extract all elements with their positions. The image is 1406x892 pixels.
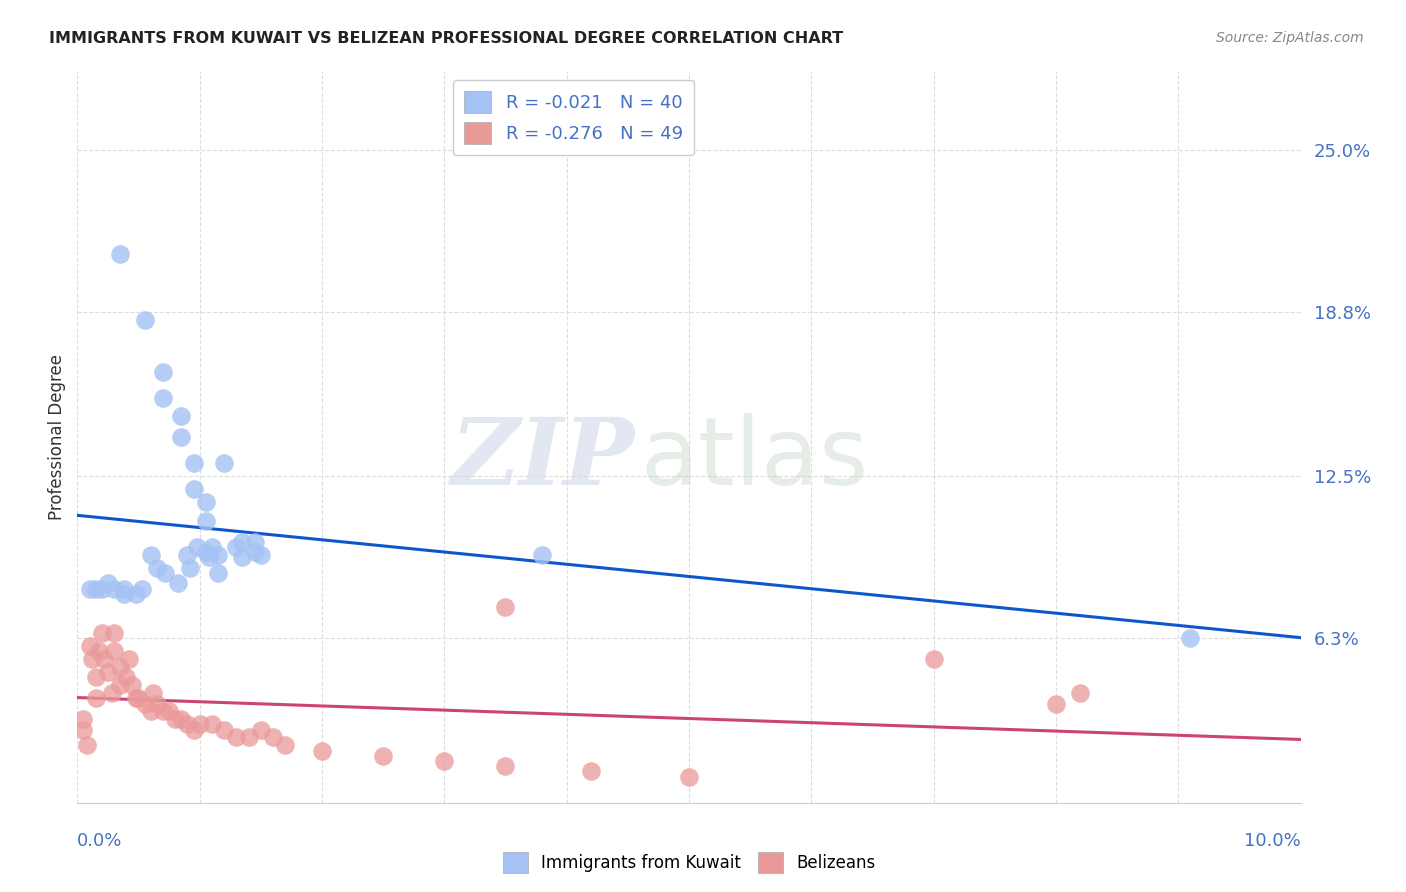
Point [231,534,253,549]
Point [433,754,456,768]
Point [90,582,112,596]
Point [80,652,103,666]
Point [1180,632,1202,646]
Point [183,456,205,470]
Point [212,723,235,737]
Point [157,705,180,719]
Legend: Immigrants from Kuwait, Belizeans: Immigrants from Kuwait, Belizeans [496,846,882,880]
Text: IMMIGRANTS FROM KUWAIT VS BELIZEAN PROFESSIONAL DEGREE CORRELATION CHART: IMMIGRANTS FROM KUWAIT VS BELIZEAN PROFE… [49,31,844,46]
Point [139,705,162,719]
Point [531,548,554,562]
Point [231,550,253,565]
Point [207,548,229,562]
Point [103,582,125,596]
Point [112,582,135,596]
Point [72,723,94,737]
Point [922,652,945,666]
Text: 10.0%: 10.0% [1244,832,1301,850]
Point [170,430,193,444]
Point [125,587,148,601]
Point [165,712,187,726]
Point [311,743,333,757]
Point [201,540,224,554]
Point [103,626,125,640]
Point [152,705,174,719]
Point [188,717,211,731]
Text: ZIP: ZIP [450,414,634,504]
Point [97,665,120,680]
Point [146,560,169,574]
Point [176,548,198,562]
Point [170,409,193,424]
Point [125,691,148,706]
Point [72,712,94,726]
Point [250,548,273,562]
Point [166,576,188,591]
Point [90,626,112,640]
Point [108,660,131,674]
Point [371,748,394,763]
Point [84,670,107,684]
Point [134,312,156,326]
Point [495,599,517,614]
Point [128,691,150,706]
Point [194,495,217,509]
Point [93,652,115,666]
Point [495,759,517,773]
Point [201,717,224,731]
Point [115,670,138,684]
Point [79,582,101,596]
Point [225,540,247,554]
Text: atlas: atlas [640,413,869,505]
Point [207,566,229,580]
Point [579,764,602,779]
Point [118,652,141,666]
Point [225,731,247,745]
Point [243,545,266,559]
Point [146,697,169,711]
Point [198,550,221,565]
Point [183,723,205,737]
Point [152,391,174,405]
Point [274,739,297,753]
Point [79,639,101,653]
Text: Source: ZipAtlas.com: Source: ZipAtlas.com [1216,31,1364,45]
Point [103,644,125,658]
Point [243,534,266,549]
Point [238,731,260,745]
Point [176,717,198,731]
Point [678,770,700,784]
Point [155,566,177,580]
Text: 0.0%: 0.0% [77,832,122,850]
Point [89,644,111,658]
Point [84,691,107,706]
Point [134,697,156,711]
Y-axis label: Professional Degree: Professional Degree [48,354,66,520]
Point [112,587,135,601]
Point [100,686,122,700]
Point [194,514,217,528]
Point [186,540,208,554]
Point [76,739,98,753]
Point [179,560,201,574]
Point [108,247,131,261]
Point [170,712,193,726]
Point [131,582,153,596]
Point [250,723,273,737]
Point [152,365,174,379]
Point [108,678,131,692]
Point [84,582,107,596]
Point [1069,686,1091,700]
Point [139,548,162,562]
Point [262,731,284,745]
Point [142,686,165,700]
Point [194,545,217,559]
Point [97,576,120,591]
Legend: R = -0.021   N = 40, R = -0.276   N = 49: R = -0.021 N = 40, R = -0.276 N = 49 [453,80,693,155]
Point [1045,697,1067,711]
Point [121,678,143,692]
Point [183,483,205,497]
Point [212,456,235,470]
